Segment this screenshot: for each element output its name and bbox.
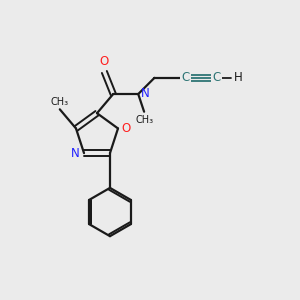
Text: H: H <box>234 71 243 84</box>
Text: O: O <box>122 122 131 135</box>
Text: C: C <box>212 71 220 84</box>
Text: N: N <box>71 147 80 160</box>
Text: O: O <box>100 56 109 68</box>
Text: C: C <box>181 71 190 84</box>
Text: N: N <box>141 87 149 100</box>
Text: CH₃: CH₃ <box>51 97 69 107</box>
Text: CH₃: CH₃ <box>135 115 153 125</box>
